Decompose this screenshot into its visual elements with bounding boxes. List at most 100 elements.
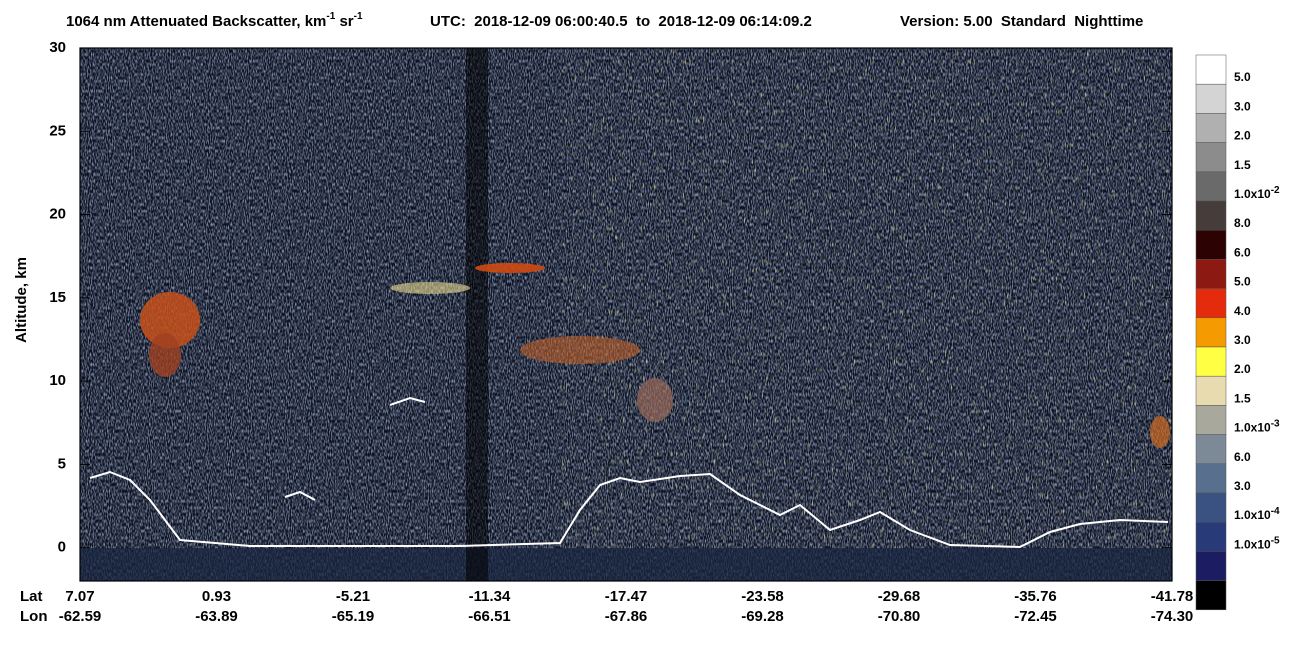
colorbar-label: 6.0	[1234, 450, 1251, 464]
colorbar-label-text: 3.0	[1234, 333, 1251, 347]
x-tick-label: -17.47	[605, 588, 648, 605]
backscatter-image	[80, 48, 1172, 581]
colorbar-label: 1.0x10-2	[1234, 185, 1280, 202]
x-row-name: Lat	[20, 588, 43, 605]
colorbar-label-text: 1.0x10	[1234, 187, 1271, 201]
colorbar-label-text: 3.0	[1234, 479, 1251, 493]
colorbar-swatch	[1195, 434, 1227, 465]
y-tick-label: 25	[49, 122, 66, 139]
colorbar-label-sup: -2	[1271, 185, 1280, 196]
colorbar-label-text: 1.0x10	[1234, 538, 1271, 552]
cloud	[520, 336, 640, 364]
colorbar-label-text: 1.0x10	[1234, 421, 1271, 435]
colorbar-label-text: 4.0	[1234, 304, 1251, 318]
colorbar-swatch	[1195, 171, 1227, 202]
colorbar-label-text: 1.0x10	[1234, 508, 1271, 522]
colorbar-swatch	[1195, 54, 1227, 85]
below-surface	[80, 548, 1172, 581]
title-part: sr	[335, 13, 354, 30]
colorbar-label: 1.0x10-3	[1234, 418, 1280, 435]
low-cloud	[389, 396, 426, 406]
colorbar-label-text: 3.0	[1234, 100, 1251, 114]
version: Version: 5.00 Standard Nighttime	[900, 13, 1143, 30]
x-tick-label: -69.28	[741, 608, 784, 625]
colorbar-swatch	[1195, 200, 1227, 231]
colorbar-label: 3.0	[1234, 479, 1251, 493]
x-tick-label: 0.93	[202, 588, 231, 605]
x-row-name: Lon	[20, 608, 48, 625]
x-tick-label: -70.80	[878, 608, 921, 625]
image-specks	[560, 48, 1172, 548]
colorbar-label: 2.0	[1234, 362, 1251, 376]
colorbar-label-sup: -4	[1271, 506, 1280, 517]
colorbar-swatch	[1195, 405, 1227, 435]
colorbar-label-text: 8.0	[1234, 216, 1251, 230]
cloud	[637, 378, 673, 422]
colorbar-label: 8.0	[1234, 216, 1251, 230]
x-tick-label: -35.76	[1014, 588, 1057, 605]
colorbar-label-text: 1.5	[1234, 158, 1251, 172]
colorbar-swatch	[1195, 521, 1227, 552]
colorbar-swatch	[1195, 375, 1227, 406]
x-tick-label: -41.78	[1151, 588, 1194, 605]
title-sup: -1	[326, 11, 335, 22]
colorbar-swatch	[1195, 492, 1227, 523]
low-cloud	[284, 490, 316, 501]
colorbar-label-text: 6.0	[1234, 450, 1251, 464]
x-tick-label: -29.68	[878, 588, 921, 605]
x-tick-label: -74.30	[1151, 608, 1194, 625]
title-sup: -1	[354, 11, 363, 22]
colorbar-label-text: 1.5	[1234, 392, 1251, 406]
utc-range: UTC: 2018-12-09 06:00:40.5 to 2018-12-09…	[430, 13, 812, 30]
colorbar-swatch	[1195, 580, 1227, 611]
colorbar-label-text: 6.0	[1234, 246, 1251, 260]
colorbar-label: 5.0	[1234, 275, 1251, 289]
cloud	[1150, 416, 1170, 448]
colorbar-label: 1.5	[1234, 158, 1251, 172]
y-tick-label: 0	[58, 539, 66, 556]
x-tick-label: -66.51	[468, 608, 511, 625]
y-tick-label: 20	[49, 206, 66, 223]
colorbar: 5.03.02.01.51.0x10-28.06.05.04.03.02.01.…	[1195, 54, 1280, 611]
colorbar-label: 5.0	[1234, 70, 1251, 84]
y-tick-label: 5	[58, 455, 66, 472]
x-tick-label: -62.59	[59, 608, 102, 625]
colorbar-label: 1.0x10-4	[1234, 506, 1280, 523]
colorbar-label-text: 2.0	[1234, 129, 1251, 143]
colorbar-swatch	[1195, 229, 1227, 260]
x-tick-label: -5.21	[336, 588, 370, 605]
colorbar-label: 2.0	[1234, 129, 1251, 143]
y-tick-label: 30	[49, 39, 66, 56]
colorbar-label: 6.0	[1234, 246, 1251, 260]
colorbar-label: 3.0	[1234, 333, 1251, 347]
data-gap	[466, 48, 488, 581]
x-tick-label: 7.07	[65, 588, 94, 605]
colorbar-label-sup: -3	[1271, 418, 1280, 429]
colorbar-label-text: 5.0	[1234, 70, 1251, 84]
x-tick-label: -67.86	[605, 608, 648, 625]
colorbar-swatch	[1195, 142, 1227, 173]
colorbar-label-sup: -5	[1271, 535, 1280, 546]
colorbar-swatch	[1195, 259, 1227, 289]
cloud	[475, 263, 545, 273]
chart-title: 1064 nm Attenuated Backscatter, km-1 sr-…	[66, 11, 363, 30]
colorbar-swatch	[1195, 113, 1227, 143]
colorbar-swatch	[1195, 551, 1227, 581]
x-tick-label: -63.89	[195, 608, 238, 625]
x-tick-label: -11.34	[469, 588, 511, 605]
x-tick-label: -72.45	[1014, 608, 1057, 625]
colorbar-label: 1.0x10-5	[1234, 535, 1280, 552]
cloud	[390, 282, 470, 294]
colorbar-swatch	[1195, 288, 1227, 319]
colorbar-swatch	[1195, 346, 1227, 377]
colorbar-label: 4.0	[1234, 304, 1251, 318]
plot-frame	[79, 47, 1173, 582]
colorbar-label: 1.5	[1234, 392, 1251, 406]
y-tick-label: 15	[49, 289, 66, 306]
colorbar-label-text: 5.0	[1234, 275, 1251, 289]
cloud	[149, 333, 181, 377]
y-tick-label: 10	[49, 372, 66, 389]
title-part: 1064 nm Attenuated Backscatter, km	[66, 13, 326, 30]
